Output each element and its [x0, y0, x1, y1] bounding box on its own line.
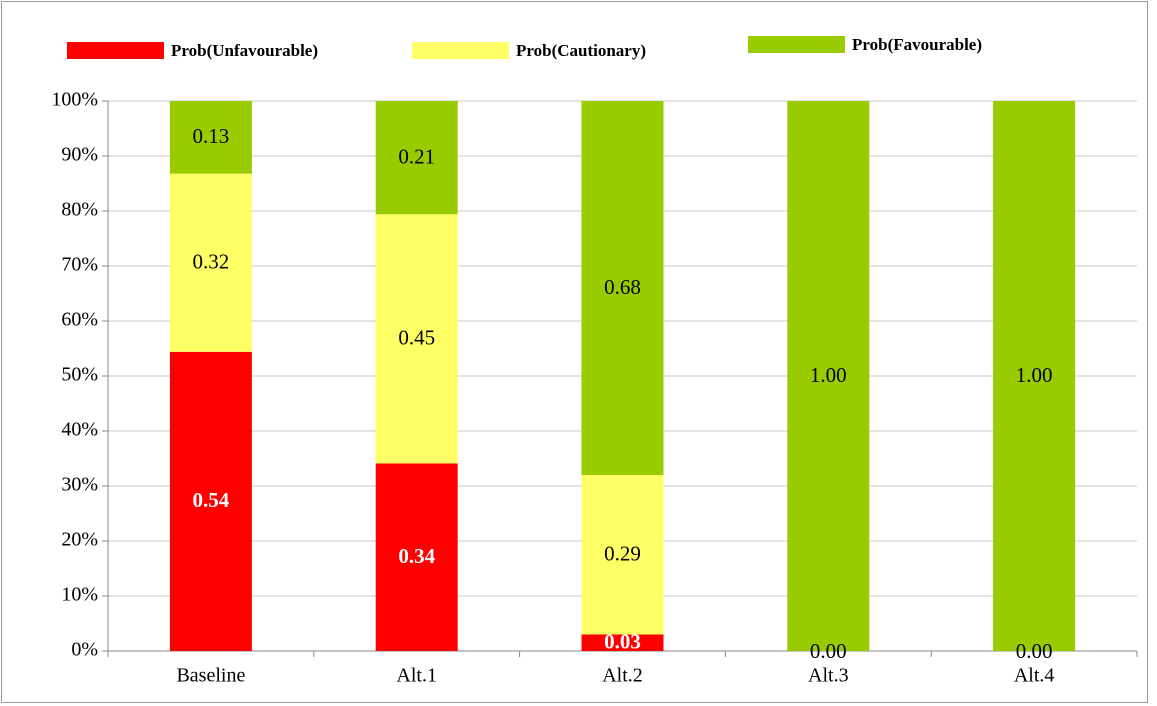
- data-label: 0.21: [398, 144, 435, 168]
- bar-segment: [581, 475, 664, 635]
- data-label: 0.29: [604, 542, 641, 566]
- data-label: 0.68: [604, 275, 641, 299]
- data-label: 0.00: [1016, 639, 1053, 663]
- data-label: 1.00: [810, 363, 847, 387]
- bar-segment: [581, 101, 664, 475]
- legend-swatch: [748, 36, 845, 53]
- legend-label: Prob(Favourable): [852, 35, 982, 54]
- bar-segment: [375, 214, 458, 464]
- bar-segment: [993, 101, 1076, 651]
- y-tick-label: 20%: [61, 529, 98, 551]
- y-tick-label: 30%: [61, 474, 98, 496]
- y-tick-label: 40%: [61, 419, 98, 441]
- legend-swatch: [67, 42, 164, 59]
- bar-segment: [169, 351, 252, 651]
- bar-segment: [375, 463, 458, 651]
- y-tick-label: 100%: [51, 89, 98, 111]
- bar-segment: [169, 173, 252, 352]
- bar-segment: [169, 101, 252, 174]
- x-tick-label: Alt.2: [602, 665, 643, 687]
- y-tick-label: 0%: [71, 639, 98, 661]
- x-tick-label: Alt.3: [808, 665, 849, 687]
- data-label: 0.32: [193, 250, 230, 274]
- x-tick-label: Baseline: [176, 665, 245, 687]
- x-tick-label: Alt.1: [396, 665, 437, 687]
- legend-label: Prob(Unfavourable): [171, 41, 318, 60]
- data-label: 1.00: [1016, 363, 1053, 387]
- data-label: 0.45: [398, 326, 435, 350]
- y-tick-label: 70%: [61, 254, 98, 276]
- data-label: 0.00: [810, 639, 847, 663]
- data-label: 0.34: [398, 544, 435, 568]
- x-tick-label: Alt.4: [1014, 665, 1055, 687]
- bar-segment: [787, 101, 870, 651]
- data-label: 0.54: [193, 488, 230, 512]
- y-tick-label: 50%: [61, 364, 98, 386]
- legend-swatch: [412, 42, 509, 59]
- y-tick-label: 10%: [61, 584, 98, 606]
- legend-label: Prob(Cautionary): [516, 41, 646, 60]
- data-label: 0.03: [604, 630, 641, 654]
- y-tick-label: 60%: [61, 309, 98, 331]
- bar-segment: [375, 101, 458, 215]
- bar-segment: [581, 634, 664, 651]
- data-label: 0.13: [193, 124, 230, 148]
- y-tick-label: 90%: [61, 144, 98, 166]
- y-tick-label: 80%: [61, 199, 98, 221]
